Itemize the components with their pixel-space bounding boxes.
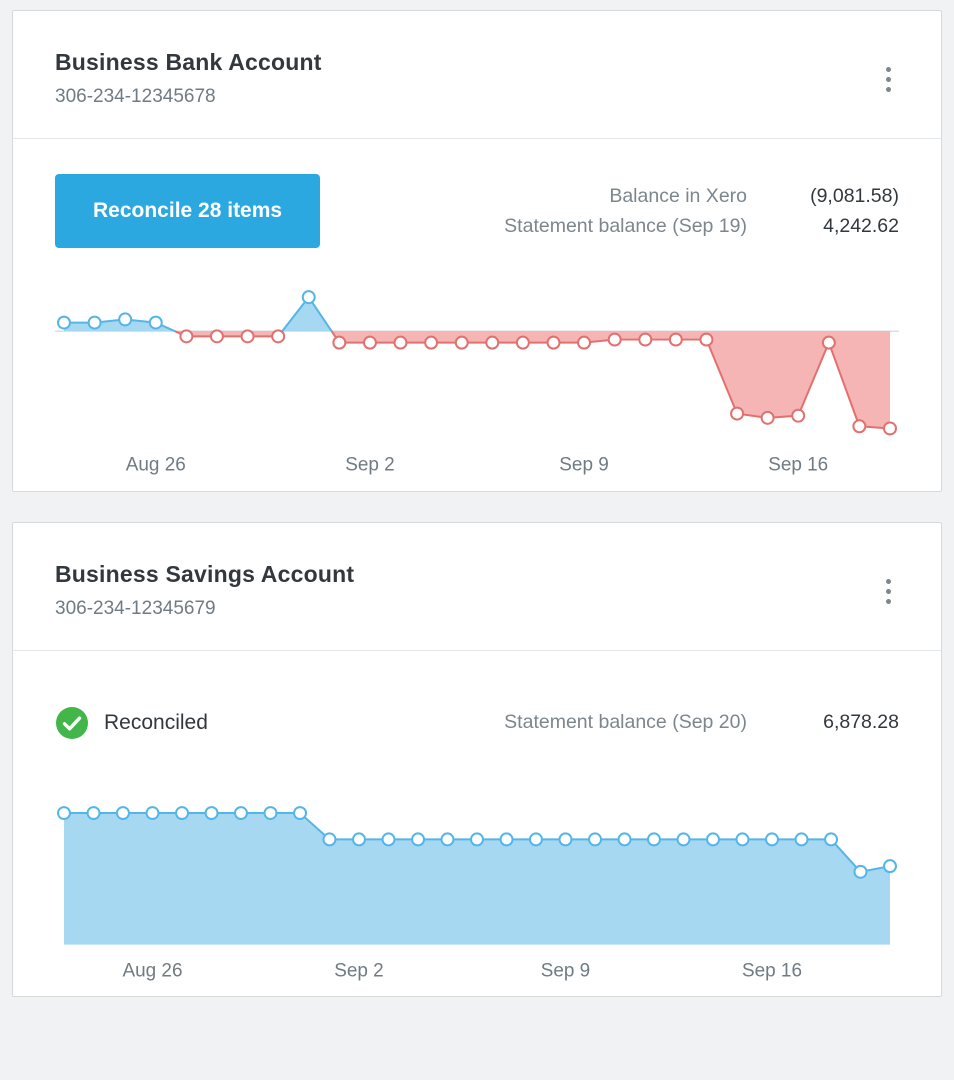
- account-number: 306-234-12345678: [55, 86, 216, 107]
- divider: [13, 138, 941, 139]
- account-title: Business Savings Account: [55, 560, 355, 587]
- balance-history-chart: Aug 26 Sep 2 Sep 9 Sep 16: [55, 795, 899, 983]
- status-label: Reconciled: [104, 710, 208, 734]
- kebab-menu-icon[interactable]: [878, 59, 899, 100]
- svg-text:Sep 16: Sep 16: [742, 960, 802, 981]
- kebab-menu-icon[interactable]: [878, 571, 899, 612]
- statement-balance-value: 4,242.62: [823, 214, 899, 237]
- balance-in-xero-label: Balance in Xero: [609, 184, 747, 207]
- svg-text:Aug 26: Aug 26: [122, 960, 182, 981]
- account-summary-row: Reconciled Statement balance (Sep 20) 6,…: [55, 685, 899, 761]
- reconciled-status: Reconciled: [55, 706, 208, 740]
- account-card-business-bank: Business Bank Account 306-234-12345678 R…: [12, 10, 942, 492]
- svg-text:Sep 9: Sep 9: [541, 960, 591, 981]
- account-number: 306-234-12345679: [55, 597, 216, 619]
- reconcile-items-button[interactable]: Reconcile 28 items: [55, 174, 321, 248]
- card-header: Business Savings Account 306-234-1234567…: [55, 561, 899, 620]
- balance-in-xero-value: (9,081.58): [810, 184, 899, 207]
- account-title: Business Bank Account: [55, 49, 322, 75]
- balances-block: Balance in Xero (9,081.58) Statement bal…: [504, 178, 899, 245]
- statement-balance-label: Statement balance (Sep 20): [504, 711, 747, 734]
- svg-text:Sep 2: Sep 2: [345, 455, 395, 476]
- svg-text:Sep 9: Sep 9: [559, 455, 608, 476]
- account-identity: Business Bank Account 306-234-12345678: [55, 49, 322, 108]
- divider: [13, 649, 941, 651]
- statement-balance-label: Statement balance (Sep 19): [504, 214, 747, 237]
- balance-row: Balance in Xero (9,081.58): [504, 185, 899, 208]
- card-header: Business Bank Account 306-234-12345678: [55, 49, 899, 108]
- svg-text:Sep 16: Sep 16: [768, 455, 828, 476]
- check-circle-icon: [55, 706, 89, 740]
- balance-row: Statement balance (Sep 19) 4,242.62: [504, 215, 899, 238]
- account-identity: Business Savings Account 306-234-1234567…: [55, 561, 354, 620]
- account-card-business-savings: Business Savings Account 306-234-1234567…: [12, 521, 942, 998]
- account-summary-row: Reconcile 28 items Balance in Xero (9,08…: [55, 173, 899, 249]
- bank-accounts-dashboard: Business Bank Account 306-234-12345678 R…: [12, 10, 942, 998]
- svg-text:Sep 2: Sep 2: [334, 960, 384, 981]
- balance-history-chart: Aug 26 Sep 2 Sep 9 Sep 16: [55, 283, 899, 477]
- sparkline-svg: Aug 26 Sep 2 Sep 9 Sep 16: [55, 290, 899, 476]
- svg-text:Aug 26: Aug 26: [126, 455, 186, 476]
- balances-block: Statement balance (Sep 20) 6,878.28: [504, 704, 899, 741]
- balance-row: Statement balance (Sep 20) 6,878.28: [504, 711, 899, 734]
- sparkline-svg: Aug 26 Sep 2 Sep 9 Sep 16: [57, 805, 897, 981]
- statement-balance-value: 6,878.28: [823, 711, 899, 734]
